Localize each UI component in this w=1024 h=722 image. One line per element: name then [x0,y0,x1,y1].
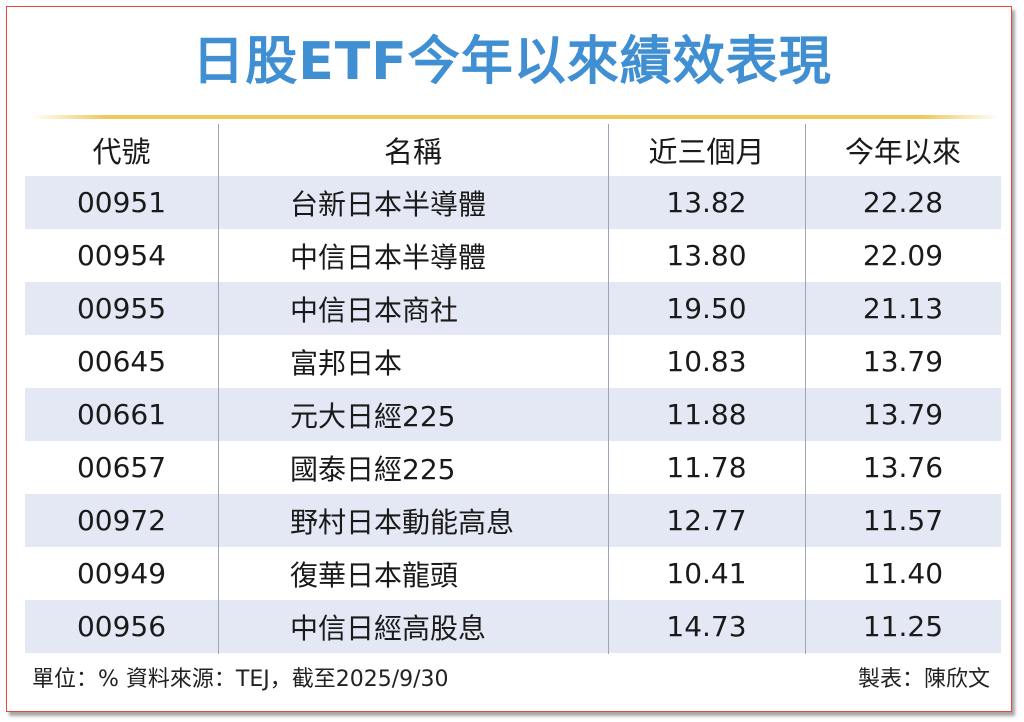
cell-three-month: 19.50 [666,292,747,325]
table-row: 00955 中信日本商社 19.50 21.13 [25,282,1001,335]
cell-name: 富邦日本 [290,346,403,380]
table-row: 00949 復華日本龍頭 10.41 11.40 [25,547,1001,600]
cell-code: 00657 [76,451,167,484]
column-divider [805,124,806,654]
table-row: 00972 野村日本動能高息 12.77 11.57 [25,494,1001,547]
title-divider [30,115,1000,119]
source-note: 單位：% 資料來源：TEJ，截至2025/9/30 [32,667,449,692]
cell-code: 00956 [76,610,167,643]
cell-ytd: 13.79 [862,398,944,431]
cell-ytd: 22.09 [862,239,944,272]
table-row: 00956 中信日經高股息 14.73 11.25 [25,600,1001,653]
header-name: 名稱 [383,135,442,169]
table-header-row: 代號 名稱 近三個月 今年以來 [25,124,1001,176]
cell-name: 復華日本龍頭 [290,558,459,592]
cell-three-month: 13.82 [666,186,747,219]
table-row: 00954 中信日本半導體 13.80 22.09 [25,229,1001,282]
header-three-month: 近三個月 [648,135,765,169]
cell-code: 00972 [76,504,167,537]
cell-ytd: 13.79 [862,345,944,378]
cell-ytd: 21.13 [862,292,944,325]
cell-ytd: 11.57 [862,504,944,537]
table-row: 00645 富邦日本 10.83 13.79 [25,335,1001,388]
table-row: 00661 元大日經225 11.88 13.79 [25,388,1001,441]
cell-name: 中信日本半導體 [290,240,487,274]
cell-name: 台新日本半導體 [290,187,487,221]
table-row: 00657 國泰日經225 11.78 13.76 [25,441,1001,494]
cell-ytd: 11.40 [862,557,944,590]
performance-table: 代號 名稱 近三個月 今年以來 00951 台新日本半導體 13.82 22.2… [25,124,1001,653]
cell-three-month: 11.88 [666,398,747,431]
cell-code: 00954 [76,239,167,272]
cell-three-month: 12.77 [666,504,747,537]
cell-name: 野村日本動能高息 [290,505,515,539]
cell-three-month: 14.73 [666,610,747,643]
cell-three-month: 13.80 [666,239,747,272]
column-divider [608,124,609,654]
cell-name: 元大日經225 [290,399,456,433]
cell-three-month: 10.83 [666,345,747,378]
cell-name: 中信日本商社 [290,293,459,327]
cell-code: 00645 [76,345,167,378]
cell-three-month: 11.78 [666,451,747,484]
author-credit: 製表：陳欣文 [857,667,990,692]
cell-code: 00661 [76,398,167,431]
cell-name: 中信日經高股息 [290,611,487,645]
page-title: 日股ETF今年以來績效表現 [192,32,832,92]
cell-ytd: 13.76 [862,451,944,484]
cell-code: 00951 [76,186,167,219]
figure-frame [6,6,1012,712]
cell-code: 00949 [76,557,167,590]
header-ytd: 今年以來 [844,135,961,169]
table-row: 00951 台新日本半導體 13.82 22.28 [25,176,1001,229]
column-divider [218,124,219,654]
cell-code: 00955 [76,292,167,325]
cell-name: 國泰日經225 [290,452,456,486]
cell-ytd: 11.25 [862,610,944,643]
cell-ytd: 22.28 [862,186,944,219]
header-code: 代號 [92,135,151,169]
cell-three-month: 10.41 [666,557,747,590]
